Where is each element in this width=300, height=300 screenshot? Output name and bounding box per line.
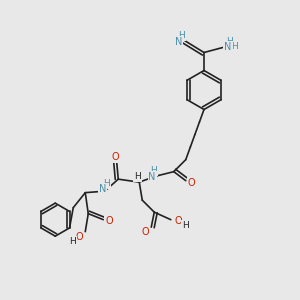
Text: H: H bbox=[150, 166, 157, 175]
Text: N: N bbox=[99, 184, 106, 194]
Text: H: H bbox=[69, 237, 76, 246]
Text: H: H bbox=[178, 32, 185, 40]
Text: N: N bbox=[148, 172, 156, 182]
Text: H: H bbox=[231, 42, 237, 51]
Text: H: H bbox=[134, 172, 141, 181]
Text: H: H bbox=[182, 220, 188, 230]
Text: O: O bbox=[188, 178, 196, 188]
Text: N: N bbox=[175, 37, 182, 47]
Text: O: O bbox=[105, 216, 113, 226]
Text: H: H bbox=[226, 37, 233, 46]
Text: O: O bbox=[111, 152, 119, 162]
Text: H: H bbox=[103, 179, 110, 188]
Text: O: O bbox=[75, 232, 83, 242]
Text: O: O bbox=[141, 227, 149, 237]
Text: O: O bbox=[174, 216, 182, 226]
Text: N: N bbox=[224, 42, 232, 52]
